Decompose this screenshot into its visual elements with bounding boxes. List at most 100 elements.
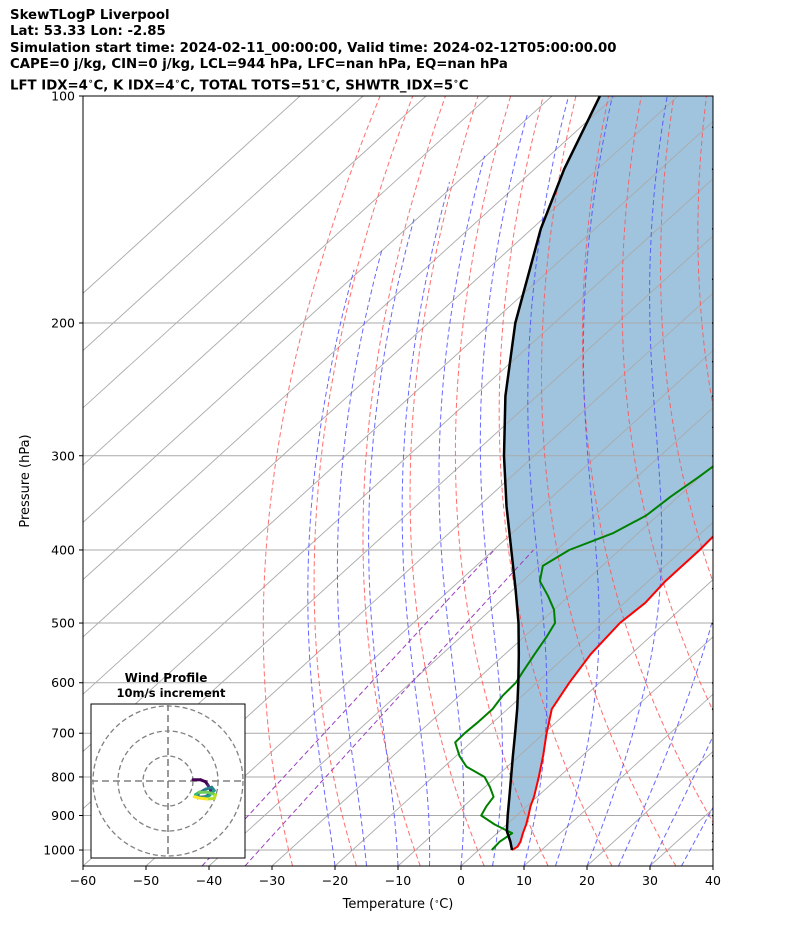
moist-adiabat-line [555, 96, 613, 866]
moist-adiabat-line [712, 864, 713, 866]
dry-adiabat-line [541, 96, 677, 866]
isotherm-line [397, 579, 713, 866]
barb-flag [748, 807, 752, 819]
x-tick-label: −20 [322, 873, 348, 888]
isotherm-line [83, 96, 490, 466]
isotherm-line [523, 693, 713, 866]
barb-flag [740, 727, 745, 738]
isotherm-line [776, 96, 794, 866]
barb-half-flag [738, 593, 741, 598]
barb-flag [736, 814, 739, 826]
dry-adiabat-line [769, 96, 794, 866]
wind-barb [711, 816, 741, 834]
moist-adiabat-line [368, 217, 415, 866]
dry-adiabat-line [313, 96, 414, 866]
isotherm-line [83, 96, 364, 352]
barb-flag [744, 270, 748, 282]
barb-flag [742, 683, 749, 693]
wind-barb [711, 314, 748, 326]
barb-flag [743, 167, 749, 178]
barb-flag [735, 645, 746, 650]
x-tick-label: −50 [133, 873, 159, 888]
temperature-line [511, 535, 713, 851]
mixing-ratio-line [244, 549, 534, 866]
moist-adiabat-line [307, 269, 355, 866]
hodograph-plot [91, 704, 245, 858]
y-tick-label: 900 [51, 808, 75, 823]
wind-barb [711, 707, 753, 718]
wind-barb [711, 848, 713, 851]
x-tick-label: −10 [385, 873, 411, 888]
wind-barb [711, 771, 752, 783]
barb-staff [711, 776, 713, 778]
wind-barb [711, 750, 749, 761]
barb-staff [711, 732, 713, 735]
moist-adiabat-line [586, 96, 668, 866]
barb-flag [744, 791, 749, 802]
moist-adiabat-line [336, 249, 383, 866]
wind-barb [711, 166, 749, 178]
barb-flag [747, 772, 752, 783]
moist-adiabat-line [438, 155, 486, 866]
y-tick-label: 300 [51, 448, 75, 463]
isotherm-line [460, 636, 713, 866]
barb-staff [711, 278, 713, 281]
barb-staff [711, 126, 713, 129]
barb-flag [742, 589, 749, 599]
wind-barb [711, 682, 749, 693]
wind-barb [711, 806, 752, 819]
barb-flag [740, 390, 745, 401]
barb-flag [744, 356, 749, 367]
x-tick-label: −30 [259, 873, 285, 888]
barb-staff [711, 832, 713, 834]
barb-flag [739, 166, 745, 177]
barb-flag [744, 807, 748, 819]
barb-flag [740, 806, 744, 818]
barb-flag [747, 728, 752, 739]
barb-staff [711, 228, 713, 230]
barb-flag [743, 125, 749, 136]
barb-flag [740, 222, 745, 233]
wind-barb [711, 355, 749, 367]
barb-staff [711, 426, 713, 429]
barb-staff [711, 395, 713, 397]
dry-adiabat-line [409, 96, 485, 866]
barb-flag [740, 355, 745, 366]
barb-flag [747, 707, 753, 718]
hodograph-subtitle: 10m/s increment [117, 686, 226, 700]
wind-barb [711, 455, 713, 457]
wind-barb [711, 421, 745, 432]
x-tick-label: 20 [579, 873, 595, 888]
y-tick-label: 400 [51, 542, 75, 557]
dry-adiabat-line [362, 96, 446, 866]
wind-barb [711, 125, 749, 136]
barb-flag [740, 812, 743, 824]
barb-flag [740, 421, 745, 432]
barb-flag [747, 501, 752, 512]
moist-adiabat-line [681, 806, 713, 866]
barb-half-flag [739, 552, 742, 557]
title-indices-cape: CAPE=0 j/kg, CIN=0 j/kg, LCL=944 hPa, LF… [10, 57, 508, 73]
barb-flag [748, 812, 751, 824]
hodograph-segment [192, 795, 201, 800]
y-tick-label: 1000 [43, 843, 75, 858]
barb-staff [711, 360, 713, 363]
wind-barb [711, 622, 746, 650]
barb-flag [744, 771, 749, 782]
barb-staff [711, 549, 713, 551]
barb-flag [747, 548, 753, 559]
dry-adiabat-line [498, 96, 613, 866]
y-tick-label: 800 [51, 769, 75, 784]
isotherm-line [83, 96, 679, 638]
wind-barb [711, 587, 749, 599]
wind-barb [711, 390, 745, 401]
isotherm-line [83, 96, 427, 409]
barb-flag [740, 816, 741, 828]
barb-flag [744, 750, 749, 761]
barb-staff [711, 622, 713, 626]
barb-flag [744, 314, 748, 326]
barb-flag [740, 812, 743, 824]
barb-flag [744, 727, 749, 738]
barb-flag [740, 314, 744, 326]
wind-barb [712, 812, 751, 826]
